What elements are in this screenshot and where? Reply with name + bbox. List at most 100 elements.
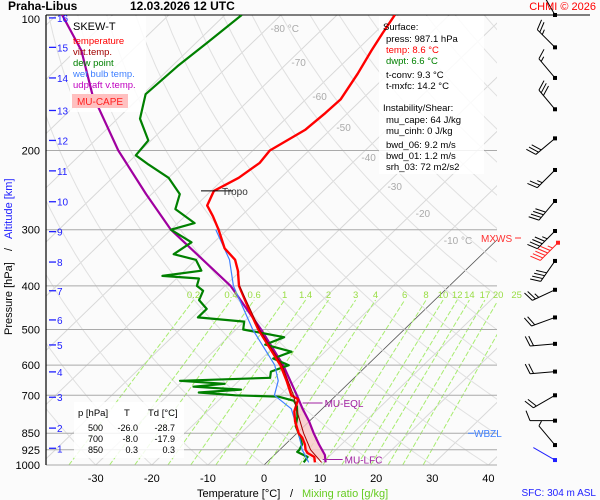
wind-barb-half	[534, 293, 540, 298]
wind-barb-station-dot	[553, 167, 557, 172]
wind-barb-flag	[536, 19, 543, 30]
wind-barb-shaft	[536, 29, 556, 48]
mixing-ratio-label: 8	[423, 290, 428, 301]
mixing-ratio-label: 17	[480, 290, 491, 301]
wind-barb	[538, 49, 557, 80]
isotherm-line	[46, 15, 226, 189]
altitude-tick-label: 8	[57, 258, 63, 269]
level-label-tropo: Tropo	[222, 187, 248, 198]
virtual-temperature-line	[239, 285, 322, 463]
mixing-ratio-label: 14	[464, 290, 475, 301]
temperature-tick-label: 10	[314, 473, 326, 485]
wind-barb-shaft	[533, 447, 556, 461]
wind-barb-station-dot	[553, 198, 557, 203]
level-label-mu-lfc: MU-LFC	[345, 455, 383, 466]
altitude-tick-label: 1	[57, 444, 63, 455]
mixing-ratio-label: 1.4	[299, 290, 312, 301]
mixing-ratio-line	[109, 299, 232, 465]
dry-adiabat-line	[280, 15, 497, 263]
mixing-ratio-label: 3	[353, 290, 358, 301]
altitude-tick-label: 11	[57, 167, 68, 178]
wind-barb-shaft	[538, 58, 556, 79]
mixing-ratio-line	[267, 299, 376, 465]
isotherm-line	[375, 347, 497, 465]
altitude-tick-label: 9	[57, 228, 63, 239]
wind-barb-station-dot	[553, 107, 557, 112]
dry-adiabat-line	[193, 15, 497, 365]
table-cell: -17.9	[154, 434, 175, 444]
mixing-ratio-line	[167, 299, 286, 465]
wind-barb-flag	[542, 85, 549, 96]
temperature-tick-label: -30	[88, 473, 104, 485]
wind-barb-station-dot	[553, 229, 557, 234]
altitude-tick-label: 6	[57, 316, 63, 327]
surface-altitude: SFC: 304 m ASL	[522, 488, 597, 499]
isotherm-line	[207, 184, 497, 465]
temperature-tick-label: -20	[144, 473, 160, 485]
pressure-tick-label: 600	[22, 360, 40, 372]
wind-barb-flag	[526, 148, 537, 155]
wind-barb	[524, 287, 557, 301]
wind-barb-half	[541, 29, 545, 35]
table-header-p: p [hPa]	[78, 408, 108, 419]
wind-barb-flag	[532, 239, 543, 245]
wind-barb-flag	[528, 335, 535, 346]
wind-barb-shaft	[545, 0, 556, 16]
wind-barb-flag	[528, 363, 535, 374]
mixing-ratio-line	[387, 299, 486, 465]
mixing-ratio-label: 0.4	[224, 290, 237, 301]
pressure-tick-label: 850	[22, 428, 40, 440]
surface-press: press: 987.1 hPa	[386, 34, 459, 45]
wind-barb-flag	[534, 272, 545, 277]
pressure-tick-label: 1000	[16, 460, 40, 472]
altitude-tick-label: 16	[57, 14, 69, 25]
copyright: CHMI © 2026	[529, 1, 596, 13]
dry-adiabat-line	[338, 15, 497, 196]
wind-barb-flag	[523, 317, 532, 327]
wind-barb-shaft	[531, 316, 556, 327]
wind-barb	[538, 420, 557, 448]
wind-barb-station-dot	[553, 258, 557, 263]
pressure-tick-label: 200	[22, 145, 40, 157]
surface-temp: temp: 8.6 °C	[386, 45, 439, 56]
wind-barb-flag	[524, 336, 531, 347]
wind-barb-flag	[528, 146, 539, 153]
wind-barb-station-dot	[553, 287, 557, 292]
pressure-tick-label: 925	[22, 445, 40, 457]
wind-barb-station-dot	[556, 240, 560, 245]
cape-area	[294, 403, 326, 460]
wind-barb-station-dot	[553, 443, 557, 448]
wind-barb-flag	[527, 243, 538, 250]
wind-barb-half	[538, 420, 542, 427]
mixing-ratio-line	[370, 299, 470, 465]
surface-tmxfc: t-mxfc: 14.2 °C	[386, 81, 449, 92]
wind-barb	[538, 80, 557, 112]
bwd-01: bwd_01: 1.2 m/s	[386, 151, 456, 162]
mixing-ratio-line	[68, 299, 194, 465]
wind-barb-shaft	[530, 371, 556, 375]
legend-title: SKEW-T	[73, 21, 116, 33]
info-boxes	[70, 16, 484, 458]
mixing-ratio-label: 2	[326, 290, 331, 301]
table-cell: -8.0	[122, 434, 138, 444]
wind-barb-shaft	[538, 200, 556, 221]
wind-barb-shaft	[538, 89, 556, 110]
mixing-ratio-line	[341, 299, 444, 465]
mixing-ratio-line	[356, 299, 458, 465]
wind-barb-flag	[530, 255, 541, 261]
isotherm-label: -10 °C	[444, 236, 472, 247]
legend-virt-temp: virt.temp.	[73, 47, 112, 58]
altitude-tick-label: 7	[57, 287, 63, 298]
mixing-ratio-label: 0.2	[187, 290, 200, 301]
wind-barb-station-dot	[553, 369, 557, 374]
dry-adiabat-line	[222, 15, 497, 331]
temperature-tick-label: -10	[200, 473, 216, 485]
srh-03: srh_03: 72 m2/s2	[386, 162, 459, 173]
wind-barb-flag	[529, 241, 540, 247]
table-cell: 850	[88, 445, 103, 455]
wind-barb-station-dot	[553, 418, 557, 423]
mixing-ratio-line	[402, 301, 497, 465]
wind-barb-flag	[524, 292, 533, 301]
wind-barb-flag	[539, 22, 545, 33]
